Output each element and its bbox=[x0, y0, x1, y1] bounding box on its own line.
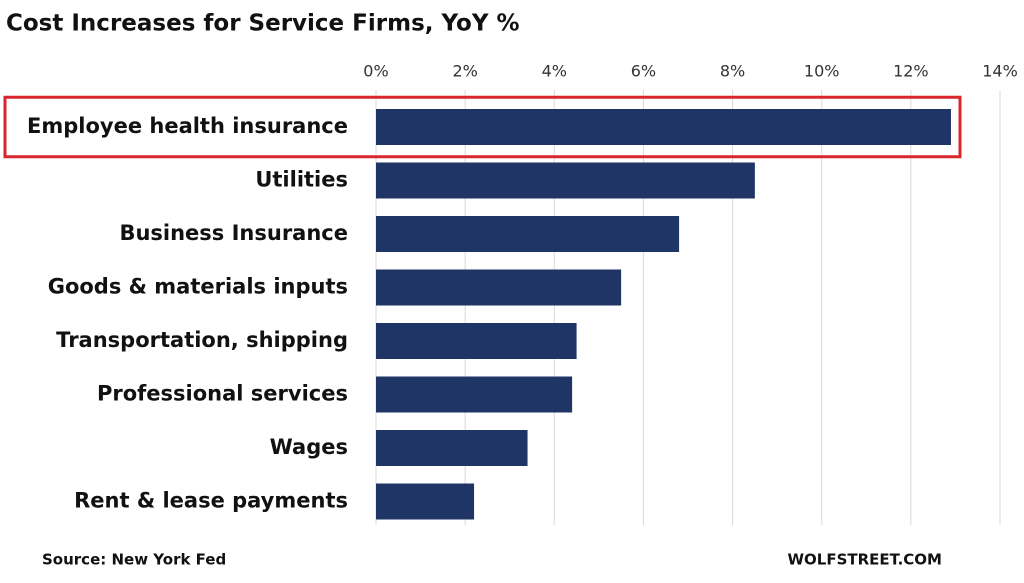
watermark: WOLFSTREET.COM bbox=[787, 551, 942, 569]
x-tick-label: 8% bbox=[720, 62, 745, 81]
category-label: Business Insurance bbox=[119, 221, 348, 245]
x-tick-label: 10% bbox=[804, 62, 840, 81]
x-tick-label: 14% bbox=[982, 62, 1018, 81]
bar bbox=[376, 109, 951, 145]
x-tick-label: 2% bbox=[452, 62, 477, 81]
category-label: Transportation, shipping bbox=[56, 328, 348, 352]
x-tick-label: 4% bbox=[542, 62, 567, 81]
category-label: Wages bbox=[270, 435, 348, 459]
bar bbox=[376, 269, 622, 306]
x-tick-label: 0% bbox=[363, 62, 388, 81]
bar bbox=[376, 162, 755, 199]
category-label: Goods & materials inputs bbox=[48, 275, 348, 299]
source: Source: New York Fed bbox=[42, 551, 226, 569]
category-label: Rent & lease payments bbox=[74, 489, 348, 513]
category-label: Utilities bbox=[255, 168, 348, 192]
category-label: Professional services bbox=[97, 382, 348, 406]
highlight-box bbox=[3, 95, 962, 159]
bar bbox=[376, 216, 680, 252]
bar bbox=[376, 376, 573, 413]
x-tick-label: 6% bbox=[631, 62, 656, 81]
bar bbox=[376, 323, 577, 359]
bar bbox=[376, 483, 475, 520]
chart-title: Cost Increases for Service Firms, YoY % bbox=[6, 11, 520, 37]
bar bbox=[376, 430, 528, 466]
category-label: Employee health insurance bbox=[27, 114, 348, 138]
x-tick-label: 12% bbox=[893, 62, 929, 81]
